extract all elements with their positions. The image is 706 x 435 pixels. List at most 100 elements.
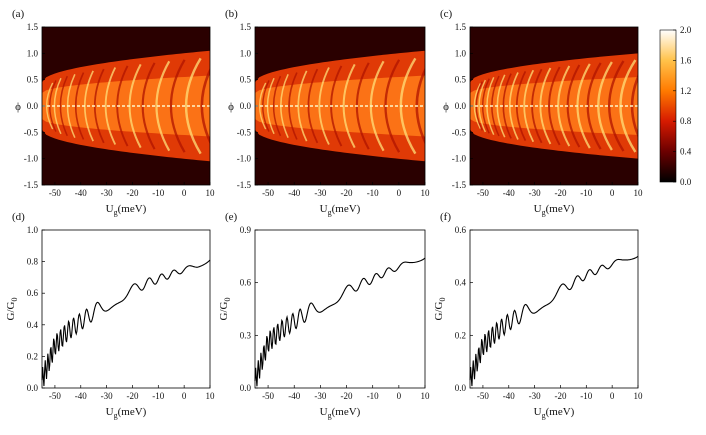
colorbar-tick-label: 0.8	[680, 116, 692, 126]
plot-frame	[41, 229, 211, 389]
x-tick-label: 10	[421, 391, 431, 401]
x-axis-label: Ug(meV)	[320, 203, 361, 217]
panel-label: (c)	[440, 8, 453, 20]
panel-e: -50 -40 -30 -20 -10 0 10 0.9 0.6 0.3 0.0 Ug(meV) G/G…	[218, 211, 430, 420]
panel-label: (f)	[440, 211, 451, 223]
y-tick-label: -1.5	[452, 180, 467, 190]
y-tick-label: 0.6	[455, 225, 467, 235]
x-tick-label: -30	[314, 391, 326, 401]
x-tick-label: -40	[288, 391, 300, 401]
x-tick-label: 0	[397, 391, 402, 401]
y-tick-label: 0.0	[27, 101, 39, 111]
colorbar-gradient	[659, 29, 677, 183]
x-tick-label: -40	[503, 188, 515, 198]
conductance-curve	[254, 257, 426, 387]
panel-label: (d)	[12, 211, 25, 223]
x-tick-label: -10	[580, 391, 592, 401]
x-tick-label: -20	[341, 188, 353, 198]
y-axis-label: ϕ	[443, 101, 449, 113]
y-tick-label: 0.2	[27, 351, 38, 361]
x-tick-label: -10	[580, 188, 592, 198]
x-tick-label: -50	[262, 391, 274, 401]
y-tick-label: 0.5	[27, 75, 39, 85]
y-axis-label: ϕ	[15, 101, 21, 113]
plot-frame	[469, 229, 639, 389]
plot-frame	[254, 229, 426, 389]
y-tick-label: 1.0	[27, 225, 39, 235]
x-tick-label: -20	[126, 188, 138, 198]
x-tick-label: 0	[610, 188, 615, 198]
x-tick-label: 10	[206, 391, 216, 401]
colorbar-tick-label: 1.2	[680, 86, 691, 96]
conductance-core	[42, 75, 210, 137]
y-axis-label: ϕ	[228, 101, 234, 113]
panel-f: -50 -40 -30 -20 -10 0 10 0.6 0.4 0.2 0.0 Ug(meV) G/G…	[433, 211, 643, 420]
y-tick-label: 0.3	[240, 330, 252, 340]
y-tick-label: -0.5	[237, 127, 252, 137]
x-tick-label: -30	[101, 188, 113, 198]
y-tick-label: 0.6	[27, 288, 39, 298]
y-tick-label: 0.9	[240, 225, 252, 235]
y-tick-label: 1.5	[240, 22, 252, 32]
y-tick-label: 0.4	[27, 320, 39, 330]
y-axis-label: G/G0	[433, 298, 447, 321]
x-tick-label: 0	[610, 391, 615, 401]
y-tick-label: -1.5	[24, 180, 39, 190]
x-tick-label: -50	[477, 391, 489, 401]
colorbar-tick-label: 0.4	[680, 147, 692, 157]
y-tick-label: 0.6	[240, 278, 252, 288]
x-tick-label: -10	[152, 188, 164, 198]
panel-b: -50 -40 -30 -20 -10 0 10 1.5 1.0 0.5 0.0 -0.5 -1.0 -1…	[225, 8, 430, 217]
x-tick-label: -20	[341, 391, 353, 401]
y-axis-label: G/G0	[218, 298, 232, 321]
x-tick-label: -50	[49, 391, 61, 401]
x-tick-label: -50	[49, 188, 61, 198]
y-tick-label: 1.5	[27, 22, 39, 32]
y-tick-label: 0.4	[455, 278, 467, 288]
y-tick-label: 0.0	[455, 383, 467, 393]
panel-a: -50 -40 -30 -20 -10 0 10 1.5 1.0 0.5 0.0 -0.5 -1.0 -1…	[12, 8, 216, 217]
y-tick-label: -0.5	[452, 127, 467, 137]
x-tick-label: 0	[182, 391, 187, 401]
x-tick-label: 10	[634, 391, 644, 401]
y-tick-label: 0.0	[240, 101, 252, 111]
y-tick-label: 1.5	[455, 22, 467, 32]
y-tick-label: 0.0	[27, 383, 39, 393]
x-tick-label: -30	[314, 188, 326, 198]
y-tick-label: -1.0	[452, 154, 467, 164]
x-axis-label: Ug(meV)	[106, 406, 147, 420]
x-tick-label: -20	[554, 188, 566, 198]
x-tick-label: 10	[206, 188, 216, 198]
panel-c: -50 -40 -30 -20 -10 0 10 1.5 1.0 0.5 0.0 -0.5 -1.0 -1…	[440, 8, 644, 217]
x-tick-label: -40	[503, 391, 515, 401]
x-axis-label: Ug(meV)	[534, 203, 575, 217]
x-tick-label: -20	[554, 391, 566, 401]
y-tick-label: 1.0	[27, 48, 39, 58]
y-tick-label: -1.0	[24, 154, 39, 164]
x-tick-label: 0	[182, 188, 187, 198]
y-tick-label: 1.0	[240, 48, 252, 58]
x-tick-label: -50	[477, 188, 489, 198]
conductance-curve	[41, 259, 211, 387]
x-tick-label: -40	[75, 391, 87, 401]
panel-label: (e)	[225, 211, 238, 223]
y-tick-label: 1.0	[455, 48, 467, 58]
colorbar: 2.0 1.6 1.2 0.8 0.4 0.0	[659, 25, 692, 187]
x-tick-label: -10	[152, 391, 164, 401]
x-tick-label: -10	[367, 188, 379, 198]
panel-label: (b)	[225, 8, 238, 20]
colorbar-tick-label: 0.0	[680, 177, 692, 187]
y-tick-label: 0.2	[455, 330, 466, 340]
x-tick-label: -50	[262, 188, 274, 198]
y-tick-label: -1.0	[237, 154, 252, 164]
x-tick-label: -30	[101, 391, 113, 401]
x-tick-label: -30	[529, 391, 541, 401]
x-tick-label: -20	[126, 391, 138, 401]
y-tick-label: 0.0	[240, 383, 252, 393]
colorbar-tick-label: 1.6	[680, 55, 692, 65]
y-tick-label: -1.5	[237, 180, 252, 190]
x-axis-label: Ug(meV)	[106, 203, 147, 217]
x-tick-label: 10	[634, 188, 644, 198]
y-tick-label: 0.5	[455, 75, 467, 85]
